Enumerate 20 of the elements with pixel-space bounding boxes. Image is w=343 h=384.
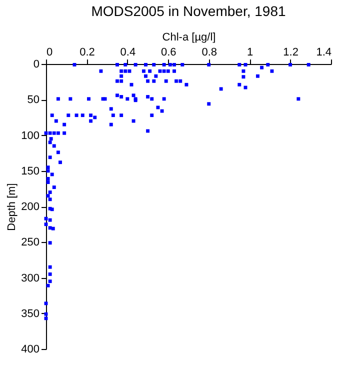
x-tick-label: 1.2 [283, 46, 298, 58]
x-tick-label: 0.4 [120, 46, 136, 58]
y-tick-label: 300 [21, 272, 40, 284]
y-tick-label: 250 [21, 236, 40, 249]
x-tick-label: 0.8 [202, 46, 218, 58]
x-tick-label: 1 [247, 46, 254, 58]
y-tick-label: 400 [21, 344, 40, 356]
x-tick-label: 0.2 [80, 46, 95, 58]
y-axis-title: Depth [m] [6, 183, 18, 231]
x-tick-label: 0.6 [160, 46, 176, 58]
y-tick-label: 200 [21, 201, 40, 213]
y-tick-label: 100 [21, 130, 40, 142]
x-tick-label: 0 [46, 46, 53, 58]
y-tick-label: 350 [21, 308, 40, 320]
y-tick-label: 150 [21, 165, 40, 178]
x-axis-title: Chl-a [µg/l] [162, 32, 216, 44]
y-tick-label: 0 [33, 58, 40, 70]
chart-title: MODS2005 in November, 1981 [91, 3, 286, 19]
x-tick-label: 1.4 [316, 46, 332, 58]
y-tick-label: 50 [27, 94, 40, 106]
